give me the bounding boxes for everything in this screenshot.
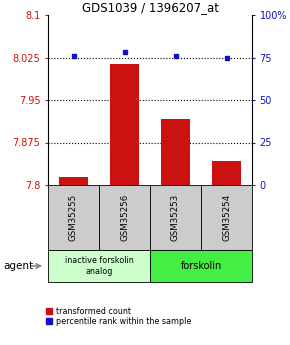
- Text: GSM35256: GSM35256: [120, 194, 129, 241]
- Text: GSM35254: GSM35254: [222, 194, 231, 241]
- Bar: [201, 185, 252, 250]
- Bar: [213, 161, 240, 185]
- Bar: [150, 250, 252, 282]
- Bar: [48, 185, 99, 250]
- Bar: [59, 177, 88, 185]
- Bar: [48, 250, 150, 282]
- Text: GSM35253: GSM35253: [171, 194, 180, 241]
- Text: inactive forskolin
analog: inactive forskolin analog: [65, 256, 133, 276]
- Bar: [150, 185, 201, 250]
- Text: forskolin: forskolin: [180, 261, 222, 271]
- Legend: transformed count, percentile rank within the sample: transformed count, percentile rank withi…: [46, 307, 191, 326]
- Text: GSM35255: GSM35255: [69, 194, 78, 241]
- Bar: [162, 119, 190, 185]
- Text: agent: agent: [3, 261, 33, 271]
- Title: GDS1039 / 1396207_at: GDS1039 / 1396207_at: [81, 1, 218, 14]
- Bar: [110, 64, 139, 185]
- Bar: [99, 185, 150, 250]
